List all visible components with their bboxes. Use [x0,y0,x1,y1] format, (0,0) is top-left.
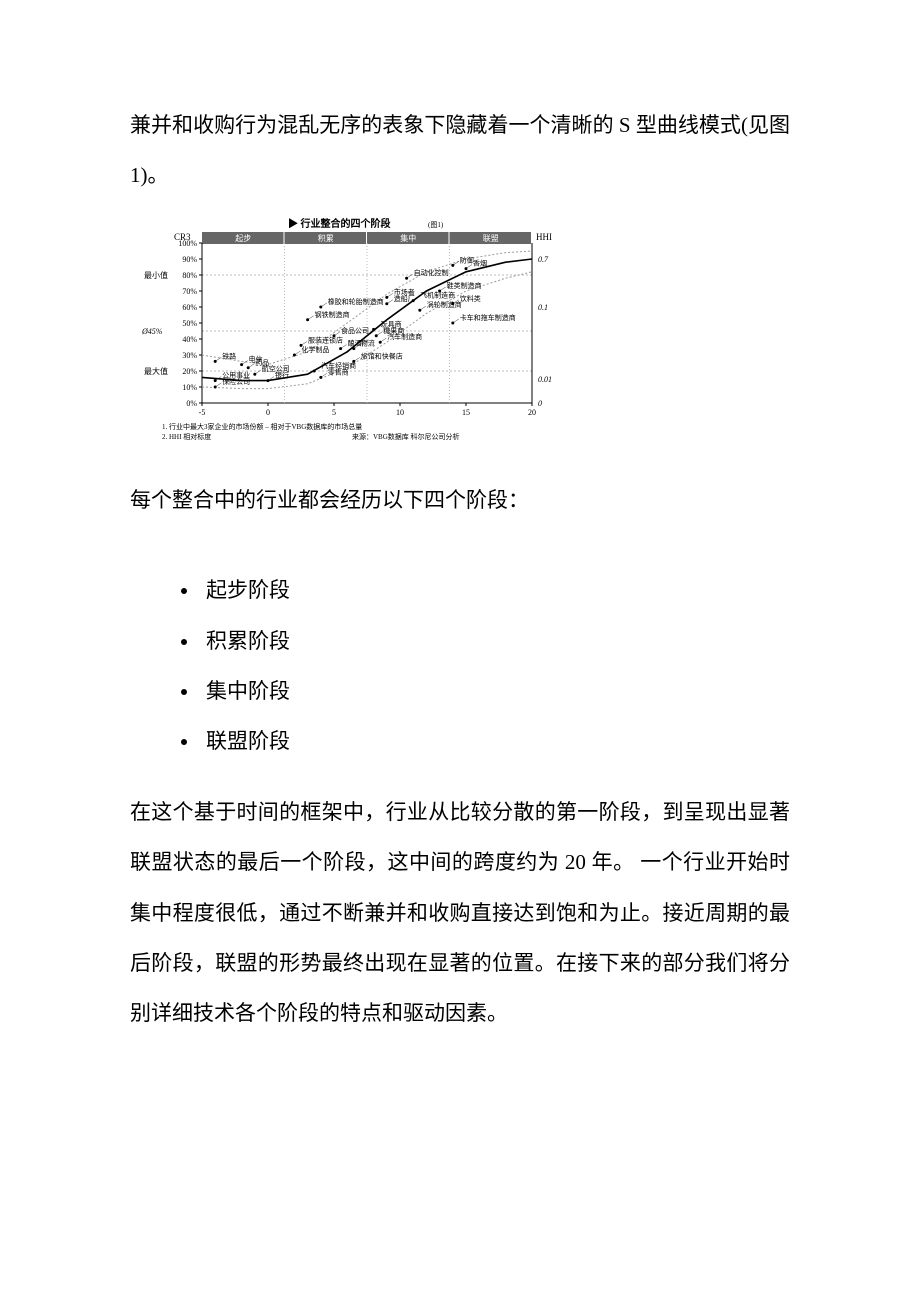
paragraph-2: 在这个基于时间的框架中，行业从比较分散的第一阶段，到呈现出显著联盟状态的最后一个… [130,787,790,1039]
stage-item-alliance: 联盟阶段 [200,716,790,766]
svg-text:橡胶和轮胎制造商: 橡胶和轮胎制造商 [328,297,384,306]
svg-text:20%: 20% [182,367,197,376]
s-curve-chart: ▶ 行业整合的四个阶段(图1)起步积累集中联盟CR3HHI100%90%80%7… [138,215,568,445]
svg-text:0.01: 0.01 [538,375,552,384]
svg-text:0: 0 [538,399,542,408]
svg-text:HHI: HHI [536,232,552,242]
svg-text:▶ 行业整合的四个阶段: ▶ 行业整合的四个阶段 [288,217,391,230]
svg-text:(图1): (图1) [428,221,444,229]
svg-text:联盟: 联盟 [483,234,499,243]
svg-text:80%: 80% [182,271,197,280]
paragraph-1: 兼并和收购行为混乱无序的表象下隐藏着一个清晰的 S 型曲线模式(见图 1)。 [130,100,790,201]
svg-text:自动化控制: 自动化控制 [414,268,449,277]
stage-item-accumulation: 积累阶段 [200,616,790,666]
svg-text:0: 0 [266,408,270,417]
svg-text:铁路: 铁路 [222,351,236,360]
svg-text:服装连锁店: 服装连锁店 [308,335,343,344]
svg-text:5: 5 [332,408,336,417]
chart-figure-1: ▶ 行业整合的四个阶段(图1)起步积累集中联盟CR3HHI100%90%80%7… [138,215,568,445]
svg-text:起步: 起步 [235,234,251,243]
stage-item-concentration: 集中阶段 [200,666,790,716]
svg-text:香烟: 香烟 [473,258,487,267]
svg-text:零售商: 零售商 [328,367,349,376]
svg-text:最小值: 最小值 [144,270,168,280]
svg-text:卡车和拖车制造商: 卡车和拖车制造商 [460,313,516,322]
svg-text:食品公司: 食品公司 [341,326,369,335]
svg-text:化学制品: 化学制品 [301,345,329,354]
svg-text:0%: 0% [186,399,197,408]
svg-text:物流: 物流 [361,338,375,347]
svg-text:2. HHI 相对标度: 2. HHI 相对标度 [162,432,211,441]
svg-text:100%: 100% [178,239,197,248]
svg-text:90%: 90% [182,255,197,264]
svg-text:10: 10 [396,408,404,417]
svg-text:积累: 积累 [318,233,334,243]
svg-text:-5: -5 [199,408,206,417]
stage-item-startup: 起步阶段 [200,565,790,615]
svg-text:银行: 银行 [275,370,289,379]
svg-text:防御: 防御 [460,255,474,264]
svg-text:造船厂: 造船厂 [394,294,415,303]
svg-text:鞋类制造商: 鞋类制造商 [447,281,482,290]
svg-text:0.1: 0.1 [538,303,548,312]
svg-text:汽车制造商: 汽车制造商 [387,332,422,341]
svg-text:30%: 30% [182,351,197,360]
svg-text:60%: 60% [182,303,197,312]
svg-text:旅馆和快餐店: 旅馆和快餐店 [361,351,403,360]
svg-text:40%: 40% [182,335,197,344]
svg-text:来源：VBG数据库 科尔尼公司分析: 来源：VBG数据库 科尔尼公司分析 [352,432,460,441]
svg-text:涡轮制造商: 涡轮制造商 [427,300,462,309]
svg-text:70%: 70% [182,287,197,296]
svg-text:0.7: 0.7 [538,255,549,264]
svg-text:1. 行业中最大3家企业的市场份额 – 相对于VBG数据库的: 1. 行业中最大3家企业的市场份额 – 相对于VBG数据库的市场总量 [162,422,362,431]
svg-text:飞机制造商: 飞机制造商 [420,290,455,299]
svg-text:钢铁制造商: 钢铁制造商 [315,310,350,319]
svg-text:20: 20 [528,408,536,417]
svg-text:10%: 10% [182,383,197,392]
svg-text:保险公司: 保险公司 [222,377,250,386]
svg-text:50%: 50% [182,319,197,328]
stages-intro: 每个整合中的行业都会经历以下四个阶段： [130,475,790,525]
svg-text:饮料类: 饮料类 [460,294,481,303]
svg-text:Ø45%: Ø45% [141,327,163,336]
svg-text:最大值: 最大值 [144,366,168,376]
svg-text:15: 15 [462,408,470,417]
stage-list: 起步阶段 积累阶段 集中阶段 联盟阶段 [130,565,790,767]
svg-text:集中: 集中 [400,233,416,243]
